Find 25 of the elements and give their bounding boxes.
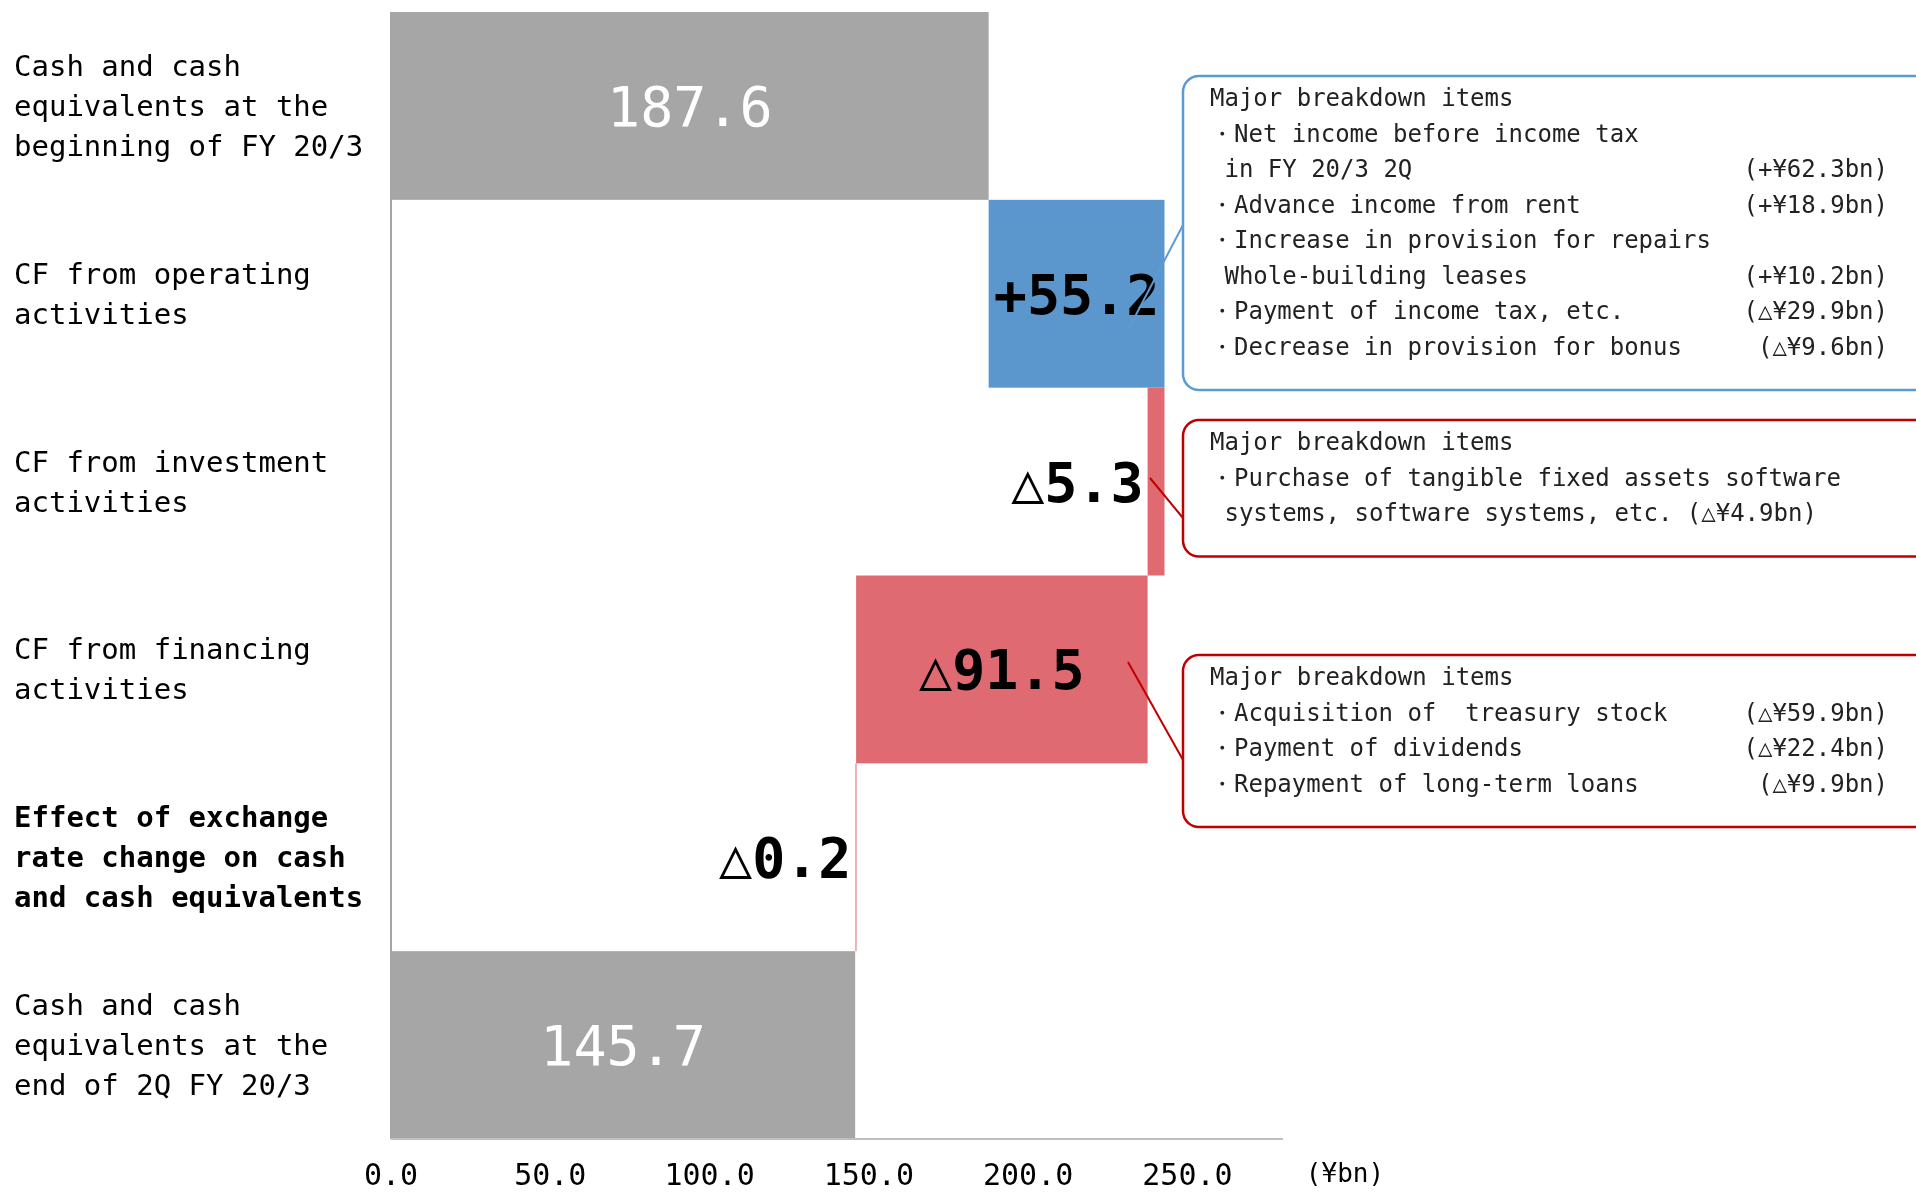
y-tick-label: Cash and cash equivalents at the beginning of FY 20/3 (14, 48, 364, 163)
y-tick-label: CF from operating activities (14, 256, 311, 331)
x-tick-label: 150.0 (823, 1157, 915, 1192)
x-tick-label: 200.0 (982, 1157, 1074, 1192)
y-tick-label: Effect of exchange rate change on cash and cash equivalents (14, 800, 364, 915)
data-label: △91.5 (919, 638, 1085, 703)
y-tick-label: CF from financing activities (14, 632, 311, 707)
bar (1147, 387, 1165, 576)
text: Major breakdown items ・Acquisition of treasury stock (△¥59.9bn) ・Payment of dividends (△¥22.4bn) ・Repayment of long-term loans (△¥9.9bn) (1210, 663, 1888, 798)
data-label: 187.6 (607, 74, 773, 139)
y-tick-label: Cash and cash equivalents at the end of 2Q FY 20/3 (14, 988, 329, 1103)
x-tick-label: 50.0 (514, 1157, 587, 1192)
data-label: +55.2 (993, 262, 1160, 327)
data-label: △0.2 (719, 826, 852, 891)
bar (988, 199, 1165, 388)
bar (856, 575, 1148, 764)
annotation: Major breakdown items ・Purchase of tangible fixed assets software systems, software systems, etc. (△¥4.9bn) (1210, 428, 1841, 527)
data-label: △5.3 (1011, 450, 1144, 515)
text: Major breakdown items ・Net income before income tax in FY 20/3 2Q (+¥62.3bn) ・Advance income from rent (+¥18.9bn) ・Increase in provision for repairs Whole-building leases (+¥10.2bn) ・Payment of income tax, etc. (△¥29.9bn) ・Decrease in provision for bonus (△¥9.6bn) (1210, 84, 1888, 361)
x-tick-label: 0.0 (363, 1157, 419, 1192)
x-tick-label: 100.0 (664, 1157, 755, 1192)
y-tick-label: CF from investment activities (14, 444, 329, 519)
x-axis-title: (¥bn) (1305, 1158, 1385, 1188)
data-label: 145.7 (540, 1014, 706, 1079)
x-tick-label: 250.0 (1142, 1157, 1233, 1192)
